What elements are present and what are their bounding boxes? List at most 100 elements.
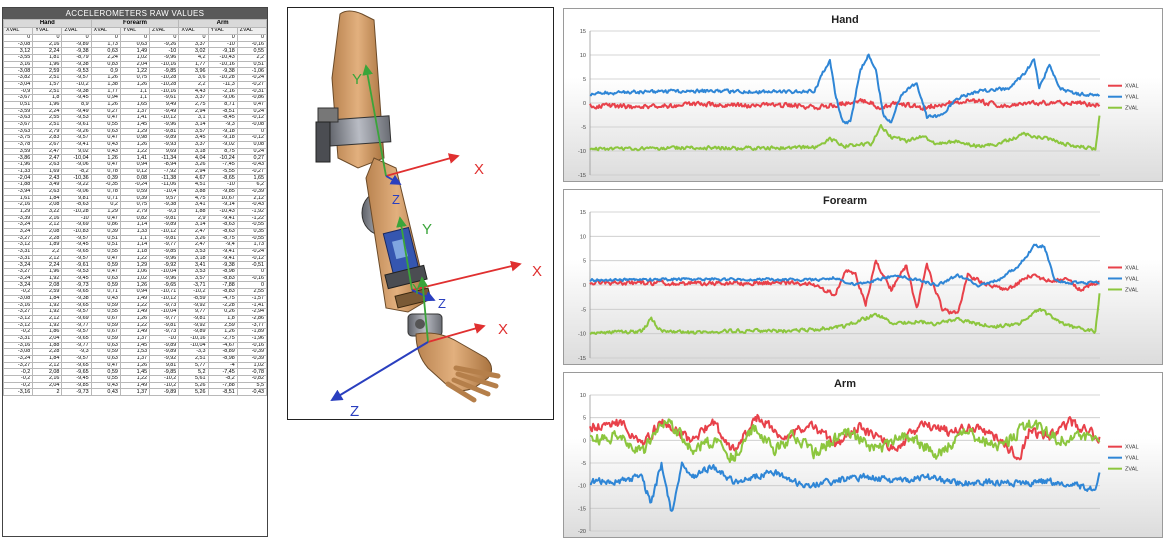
table-cell: 3,22 [32,207,63,216]
table-cell: 1,22 [119,254,151,263]
table-cell: -9,96 [149,274,180,283]
table-cell: 6,2 [236,181,267,189]
table-cell: -10,4 [149,187,180,196]
table-cell: 3,45 [178,134,209,142]
table-cell: 3,53 [178,248,209,256]
table-cell: 3,14 [178,221,209,229]
table-cell: -9,89 [149,221,180,229]
table-cell: 0,35 [236,227,267,236]
table-cell: 3,6 [178,74,209,82]
table-cell: -9,89 [178,328,209,336]
table-cell: 2,94 [178,167,209,176]
y-tick-label: -15 [578,506,586,512]
table-cell: 1,69 [32,167,63,176]
table-cell: 1,26 [119,361,151,370]
table-cell: 0,78 [90,187,121,196]
table-row: -2,16 2,08 -8,63 0,2 0,75 -9,38 3,41 -9,14 -0,43 [3,201,267,209]
table-row: 1,61 1,84 9,81 0,71 0,39 9,57 4,75 10,67 2,12 [3,194,267,203]
table-cell: 3,41 [178,261,209,270]
table-cell: -3,27 [3,268,34,276]
table-cell: -9,61 [149,94,180,102]
table-cell: 1,37 [119,388,151,397]
table-cell: -9,69 [61,221,92,229]
table-cell: -9,53 [61,67,92,76]
table-cell: -9,85 [61,381,92,390]
table-cell: -10,2 [178,288,209,296]
table-cell: -3,63 [3,127,34,136]
table-cell: -9,65 [61,361,92,370]
table-cell: 1,22 [119,67,151,76]
table-cell: -8,63 [207,227,238,236]
table-cell: -2,04 [3,174,34,183]
table-title: ACCELEROMETERS RAW VALUES [3,8,267,19]
table-cell: 1,49 [119,294,151,303]
table-cell: -11,3 [207,80,238,89]
table-row: -3,24 2,24 -9,61 0,59 1,29 -9,92 3,41 -9,38 -0,5… [3,261,267,270]
table-row: -1,88 3,49 -9,22 -0,35 -0,24 -11,06 4,51 -10 6,2 [3,181,267,189]
table-cell: 0,12 [119,167,151,176]
table-cell: -3,04 [3,80,34,89]
table-cell: -9,77 [61,341,92,350]
table-cell: -9,85 [149,368,180,377]
table-row: -1,33 1,69 -8,2 0,78 0,12 -7,92 2,94 -5,55 -0,27 [3,167,267,176]
table-cell: -3,63 [3,114,34,122]
table-cell: 2,12 [32,314,63,323]
table-cell: -10,2 [61,80,92,89]
table-cell: -3,77 [236,321,267,330]
table-cell: -0,12 [236,114,267,122]
table-cell: 9,69 [149,147,180,156]
table-cell: 0,59 [90,261,121,270]
series-line-yval [589,461,1101,512]
table-cell: -0,86 [236,94,267,102]
table-cell: 3,24 [3,227,34,236]
table-cell: 0,94 [119,288,151,296]
table-row: -0,2 2,08 -9,65 0,59 1,45 -9,85 5,2 -7,45 -0,78 [3,368,267,377]
table-row: -3,82 2,51 -9,57 1,26 0,75 -10,28 3,6 -10,28 -0,… [3,74,267,82]
table-cell: -10 [207,181,238,189]
table-cell: 4,67 [178,174,209,183]
table-cell: 3,88 [178,187,209,196]
table-cell: -10,28 [149,80,180,89]
table-cell: 2,67 [32,141,63,149]
table-cell: 2,08 [32,201,63,209]
table-cell: 0,59 [90,368,121,377]
table-cell: -10 [149,334,180,343]
table-cell: -3,71 [178,281,209,290]
table-cell: 1,02 [236,361,267,370]
table-cell: -0,24 [236,74,267,82]
table-cell: -1,88 [3,181,34,189]
table-cell: -9,65 [61,301,92,310]
table-cell: 2,24 [32,47,63,56]
table-cell: 0,51 [236,60,267,69]
table-cell: 0 [119,34,151,42]
table-cell: 1,77 [178,60,209,69]
table-cell: 9,49 [149,100,180,109]
table-row: -3,12 2,12 -9,69 0,67 1,26 -9,77 -9,81 1,8 -2,86 [3,314,267,323]
table-cell: 2 [32,388,63,397]
table-cell: 1,88 [178,207,209,216]
upper-arm-z-label: Z [392,192,400,207]
table-cell: 1,33 [119,227,151,236]
table-cell: -3,67 [3,120,34,129]
table-cell: -9,38 [61,47,92,56]
table-cell: 0,43 [90,147,121,156]
table-cell: -9,81 [149,234,180,243]
table-cell: 0 [61,34,92,42]
table-cell: -10,71 [149,288,180,296]
table-cell: -9,38 [207,67,238,76]
table-cell: 1,45 [119,368,151,377]
table-cell: 3,14 [178,120,209,129]
table-cell: -9,85 [207,187,238,196]
table-cell: 1,26 [90,100,121,109]
table-cell: -7,45 [207,368,238,377]
table-cell: -1,06 [236,67,267,76]
table-cell: -0,2 [3,381,34,390]
table-cell: 1,96 [32,60,63,69]
raw-values-table-panel: ACCELEROMETERS RAW VALUES Hand Forearm A… [2,7,268,537]
table-row: -3,94 2,63 -9,06 0,78 0,59 -10,4 3,88 -9,85 -0,3… [3,187,267,196]
table-cell: 2,28 [32,234,63,243]
table-cell: 2,04 [32,334,63,343]
table-row: -3,31 2,04 -9,65 0,59 1,37 -10 -10,16 -2,75 -1,9… [3,334,267,343]
table-cell: -0,08 [236,120,267,129]
table-cell: -9,38 [61,87,92,96]
